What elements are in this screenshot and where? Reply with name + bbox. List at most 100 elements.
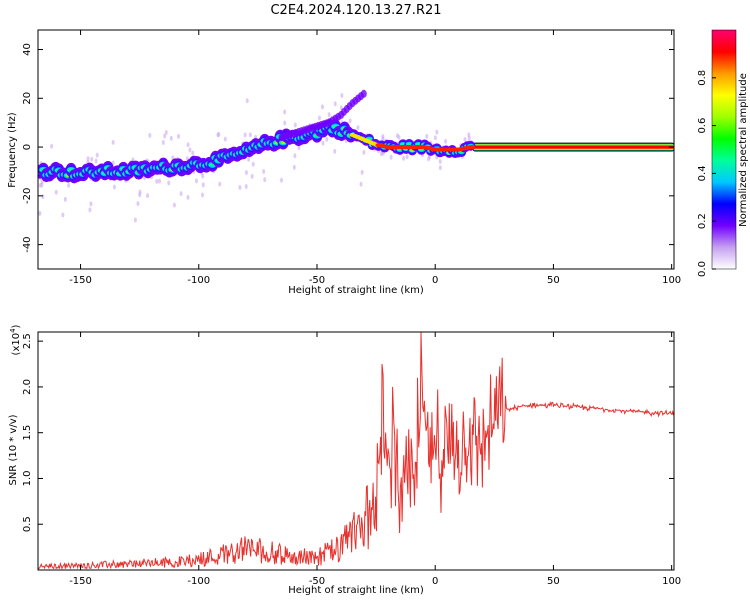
snr-xtick-label: 0 <box>432 576 438 587</box>
spectrum-speckle <box>218 181 222 187</box>
snr-ytick-label: 1.0 <box>22 471 33 487</box>
colorbar-tick-label: 0.0 <box>697 261 708 277</box>
spectrum-branch <box>360 89 367 98</box>
spectrum-speckle <box>67 182 71 188</box>
snr-ytick-label: 2.5 <box>22 333 33 349</box>
spectrum-speckle <box>292 164 296 170</box>
spectrum-speckle <box>359 181 363 187</box>
spectrum-speckle <box>245 98 249 104</box>
spectrum-speckle <box>169 135 173 141</box>
spectrum-speckle <box>280 177 284 183</box>
spectrogram-ytick-label: 40 <box>22 43 33 56</box>
spectrum-speckle <box>402 155 406 161</box>
snr-line <box>38 332 674 570</box>
snr-xtick-label: 100 <box>662 576 681 587</box>
spectrogram-xtick-label: 50 <box>547 275 560 286</box>
spectrogram-xtick-label: -50 <box>309 275 325 286</box>
spectrum-speckle <box>146 193 150 199</box>
spectrum-speckle <box>89 201 93 207</box>
colorbar-tick-label: 0.6 <box>697 118 708 134</box>
spectrogram-axes: -150 -100 -50 0 50 100 -40 -20 0 20 40 <box>22 30 681 286</box>
spectrogram-ytick-label: -40 <box>22 236 33 252</box>
spectrum-speckle <box>167 180 171 186</box>
colorbar-tick-label: 0.4 <box>697 165 708 181</box>
snr-axes: -150 -100 -50 0 50 100 0.5 1.0 1.5 2.0 2.5 <box>22 332 681 587</box>
spectrum-speckle <box>200 192 204 198</box>
spectrum-speckle <box>444 138 448 144</box>
spectrum-speckle <box>250 173 254 179</box>
spectrum-speckle <box>38 210 42 216</box>
spectrum-speckle <box>41 194 45 200</box>
spectrum-speckle <box>63 196 67 202</box>
spectrogram-xtick-label: 100 <box>662 275 681 286</box>
spectrum-speckle <box>111 139 115 145</box>
stable-band-layer <box>473 145 674 149</box>
spectrum-speckle <box>86 156 90 162</box>
spectrum-speckle <box>327 112 331 118</box>
spectrum-speckle <box>54 189 58 195</box>
spectrum-speckle <box>94 158 98 164</box>
spectrum-speckle <box>425 133 429 139</box>
spectrum-speckle <box>297 145 301 151</box>
colorbar <box>711 29 737 270</box>
spectrum-speckle <box>38 182 42 188</box>
spectrum-speckle <box>223 136 227 142</box>
spectrum-speckle <box>88 207 92 213</box>
spectrum-trace <box>469 145 476 150</box>
spectrum-speckle <box>293 153 297 159</box>
spectrum-speckle <box>463 137 467 143</box>
spectrum-speckle <box>238 185 242 191</box>
snr-ylabel: SNR (10 * v/v) <box>8 414 19 485</box>
spectrum-speckle <box>158 178 162 184</box>
spectrum-speckle <box>194 178 198 184</box>
snr-xtick-label: -50 <box>309 576 325 587</box>
spectrum-speckle <box>201 182 205 188</box>
spectrum-speckle <box>397 134 401 140</box>
spectrum-speckle <box>136 201 140 207</box>
spectrum-speckle <box>321 140 325 146</box>
spectrum-speckle <box>263 177 267 183</box>
colorbar-axes: 0.0 0.2 0.4 0.6 0.8 <box>697 70 716 277</box>
spectrum-speckle <box>317 115 321 121</box>
spectrum-speckle <box>340 93 344 99</box>
spectrum-speckle <box>348 118 352 124</box>
spectrum-speckle <box>61 212 65 218</box>
spectrum-speckle <box>133 217 137 223</box>
spectrum-speckle <box>438 165 442 171</box>
figure-title: C2E4.2024.120.13.27.R21 <box>270 3 441 18</box>
spectrum-speckle <box>293 122 297 128</box>
snr-xtick-label: -150 <box>69 576 92 587</box>
spectrum-speckle <box>112 184 116 190</box>
spectrum-ridge-blob <box>406 142 413 146</box>
snr-ytick-label: 0.5 <box>22 516 33 532</box>
spectrum-ridge-blob <box>418 148 425 152</box>
spectrum-speckle <box>90 156 94 162</box>
spectrogram-marks <box>38 89 674 223</box>
snr-frame <box>37 331 675 571</box>
spectrum-speckle <box>163 133 167 139</box>
spectrum-speckle <box>188 147 192 153</box>
spectrum-speckle <box>405 154 409 160</box>
spectrum-speckle <box>333 101 337 107</box>
spectrum-speckle <box>389 154 393 160</box>
spectrogram-xtick-label: -100 <box>187 275 210 286</box>
spectrum-speckle <box>177 133 181 139</box>
spectrum-speckle <box>50 143 54 149</box>
spectrum-speckle <box>95 152 99 158</box>
spectrum-speckle <box>325 136 329 142</box>
spectrum-speckle <box>381 136 385 142</box>
spectrum-speckle <box>438 159 442 165</box>
colorbar-label: Normalized spectral amplitude <box>738 73 749 227</box>
spectrum-speckle <box>362 149 366 155</box>
spectrogram-xlabel: Height of straight line (km) <box>288 285 424 296</box>
snr-xlabel: Height of straight line (km) <box>288 585 424 596</box>
snr-scale-label: (x104) <box>9 324 22 355</box>
spectrum-speckle <box>217 131 221 137</box>
spectrum-speckle <box>191 150 195 156</box>
spectrum-speckle <box>262 169 266 175</box>
spectrum-speckle <box>161 140 165 146</box>
spectrum-speckle <box>244 184 248 190</box>
spectrum-speckle <box>251 161 255 167</box>
snr-xtick-label: -100 <box>187 576 210 587</box>
